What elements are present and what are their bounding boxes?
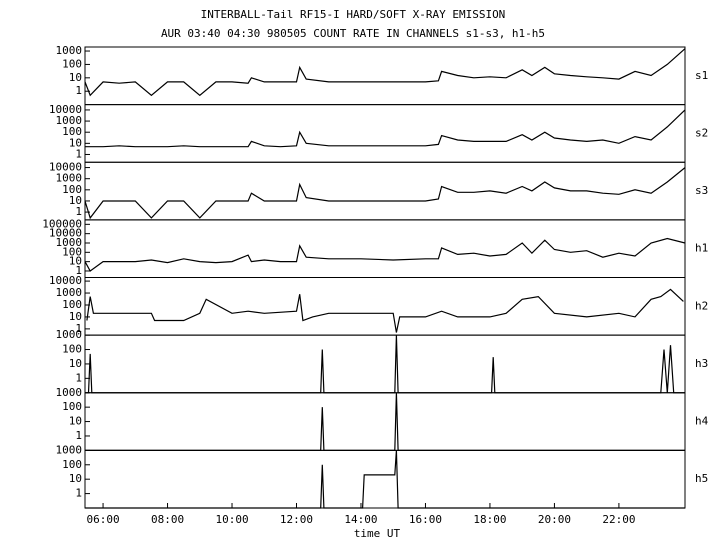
y-tick-label: 1 [75, 147, 82, 160]
y-tick-label: 1000 [56, 443, 83, 456]
y-tick-label: 10 [69, 71, 82, 84]
data-line [85, 450, 685, 509]
data-line [84, 48, 686, 97]
y-tick-label: 10 [69, 357, 82, 370]
y-tick-label: 10000 [49, 227, 82, 240]
y-tick-label: 1 [75, 264, 82, 277]
y-tick-label: 100 [62, 183, 82, 196]
y-tick-label: 10 [69, 136, 82, 149]
y-tick-label: 1000 [56, 286, 83, 299]
y-tick-label: 100 [62, 458, 82, 471]
y-tick-label: 1000 [56, 386, 83, 399]
panel-frame [84, 277, 686, 336]
y-tick-label: 1 [75, 84, 82, 97]
panel-frame [84, 104, 686, 163]
data-line [86, 288, 684, 333]
y-tick-label: 1 [75, 322, 82, 335]
x-tick-label: 12:00 [280, 513, 313, 526]
panel-frame [84, 46, 686, 106]
x-tick-label: 10:00 [215, 513, 248, 526]
y-tick-label: 1 [75, 205, 82, 218]
y-tick-label: 10 [69, 255, 82, 268]
x-tick-label: 16:00 [409, 513, 442, 526]
y-tick-label: 1 [75, 371, 82, 384]
x-tick-label: 06:00 [86, 513, 119, 526]
y-tick-label: 10 [69, 472, 82, 485]
series-label: s2 [695, 126, 708, 139]
y-tick-label: 1000 [56, 114, 83, 127]
series-label: h5 [695, 472, 708, 485]
x-tick-label: 08:00 [151, 513, 184, 526]
series-label: h2 [695, 299, 708, 312]
data-line [85, 109, 686, 148]
y-tick-label: 100 [62, 298, 82, 311]
y-tick-label: 100 [62, 400, 82, 413]
x-axis-label: time UT [354, 527, 401, 540]
y-tick-label: 10 [69, 415, 82, 428]
y-tick-label: 10 [69, 194, 82, 207]
x-tick-label: 18:00 [473, 513, 506, 526]
y-tick-label: 10 [69, 310, 82, 323]
data-line [85, 392, 685, 451]
chart-title: INTERBALL-Tail RF15-I HARD/SOFT X-RAY EM… [201, 8, 506, 21]
y-tick-label: 100000 [42, 217, 82, 230]
series-label: s1 [695, 69, 708, 82]
y-tick-label: 10000 [49, 103, 82, 116]
panel-frame [84, 334, 686, 394]
series-label: s3 [695, 184, 708, 197]
y-tick-label: 10000 [49, 161, 82, 174]
y-tick-label: 100 [62, 125, 82, 138]
series-label: h1 [695, 242, 708, 255]
panel-frame [84, 392, 686, 451]
y-tick-label: 1 [75, 487, 82, 500]
y-tick-label: 10000 [49, 274, 82, 287]
y-tick-label: 1000 [56, 172, 83, 185]
x-tick-label: 14:00 [344, 513, 377, 526]
panel-frame [84, 219, 686, 278]
data-line [84, 167, 686, 220]
x-tick-label: 22:00 [602, 513, 635, 526]
y-tick-label: 1000 [56, 236, 83, 249]
panel-frame [84, 161, 686, 221]
data-line [84, 237, 686, 272]
series-label: h4 [695, 415, 709, 428]
y-tick-label: 100 [62, 57, 82, 70]
data-line [85, 335, 685, 394]
y-tick-label: 1 [75, 429, 82, 442]
series-label: h3 [695, 357, 708, 370]
x-tick-label: 20:00 [538, 513, 571, 526]
panel-frame [84, 449, 686, 509]
y-tick-label: 1000 [56, 44, 83, 57]
chart-subtitle: AUR 03:40 04:30 980505 COUNT RATE IN CHA… [161, 27, 545, 40]
y-tick-label: 100 [62, 245, 82, 258]
y-tick-label: 1000 [56, 328, 83, 341]
y-tick-label: 100 [62, 343, 82, 356]
